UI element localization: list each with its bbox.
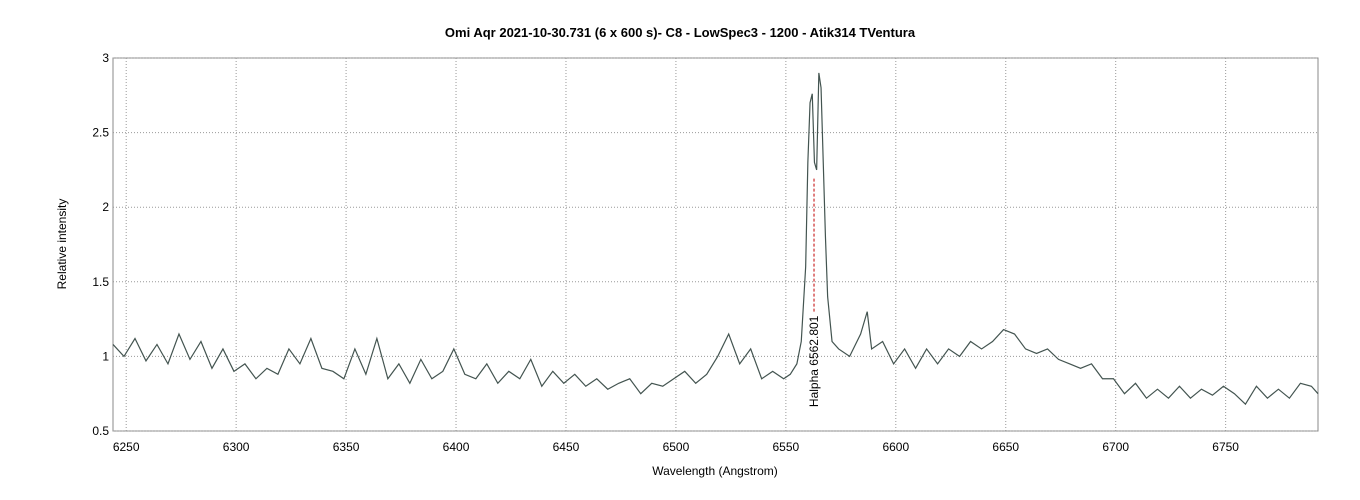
x-tick-label: 6450 [553,440,580,454]
x-tick-label: 6500 [663,440,690,454]
y-tick-label: 1 [102,349,109,363]
x-tick-label: 6750 [1212,440,1239,454]
y-tick-label: 1.5 [92,275,109,289]
x-tick-label: 6550 [773,440,800,454]
y-axis-label: Relative intensity [55,199,69,290]
annotation-label: Halpha 6562.801 [807,315,821,407]
y-tick-label: 0.5 [92,424,109,438]
y-tick-label: 2.5 [92,126,109,140]
x-tick-label: 6250 [113,440,140,454]
y-tick-label: 2 [102,200,109,214]
x-axis-label: Wavelength (Angstrom) [652,464,778,478]
y-tick-label: 3 [102,51,109,65]
x-tick-label: 6600 [882,440,909,454]
x-tick-label: 6650 [992,440,1019,454]
x-tick-label: 6400 [443,440,470,454]
x-tick-label: 6300 [223,440,250,454]
spectrum-line [112,72,1319,406]
x-tick-label: 6350 [333,440,360,454]
chart-title: Omi Aqr 2021-10-30.731 (6 x 600 s)- C8 -… [445,25,916,40]
plot-area [112,57,1319,432]
x-tick-label: 6700 [1102,440,1129,454]
